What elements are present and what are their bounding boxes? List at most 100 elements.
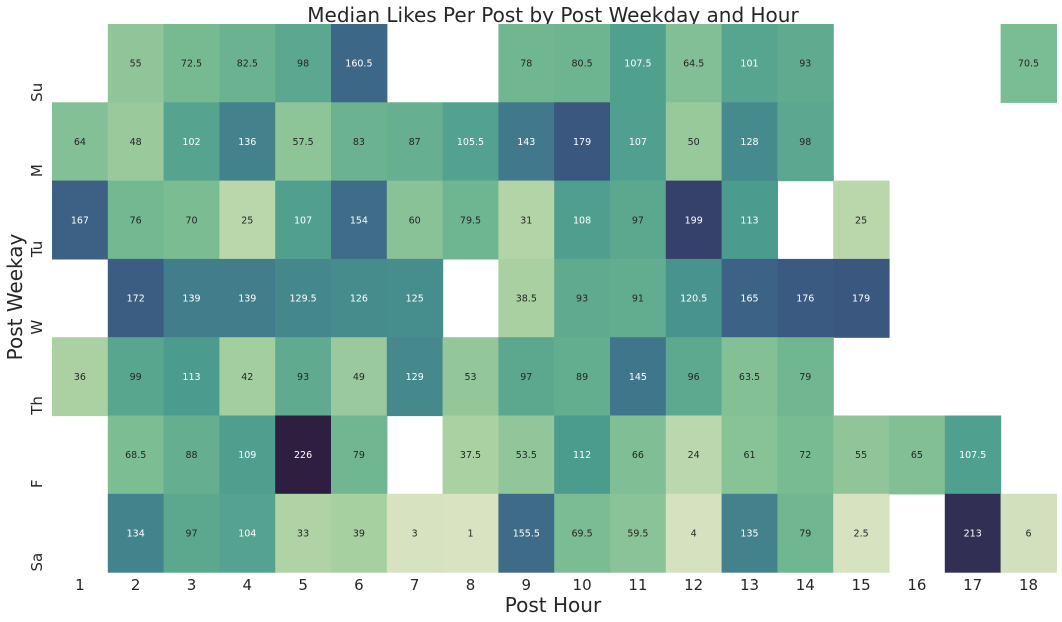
heatmap-cell bbox=[721, 24, 778, 103]
y-tick-label: Th bbox=[28, 396, 46, 416]
y-tick-label: Sa bbox=[28, 553, 46, 572]
cell-value-label: 1 bbox=[467, 528, 473, 539]
cell-value-label: 155.5 bbox=[513, 528, 540, 539]
cell-value-label: 38.5 bbox=[516, 294, 537, 305]
heatmap-cell bbox=[610, 415, 667, 495]
cell-value-label: 99 bbox=[130, 372, 142, 383]
heatmap-cell bbox=[554, 180, 611, 260]
y-tick-label: F bbox=[28, 479, 46, 488]
cell-value-label: 134 bbox=[127, 528, 145, 539]
cell-value-label: 78 bbox=[520, 59, 532, 70]
cell-value-label: 49 bbox=[353, 372, 365, 383]
heatmap-cell bbox=[275, 415, 332, 495]
heatmap-cell bbox=[386, 180, 444, 260]
cell-value-label: 107.5 bbox=[959, 450, 986, 461]
cell-value-label: 96 bbox=[688, 372, 700, 383]
heatmap-cell bbox=[498, 180, 555, 260]
cell-value-label: 80.5 bbox=[572, 59, 593, 70]
heatmap-cell bbox=[721, 493, 778, 573]
cell-value-label: 102 bbox=[182, 137, 200, 148]
heatmap-cell bbox=[610, 102, 667, 182]
heatmap-cell bbox=[721, 258, 778, 338]
cell-value-label: 93 bbox=[576, 294, 588, 305]
heatmap-cell bbox=[665, 258, 723, 338]
heatmap-cell bbox=[52, 180, 109, 260]
heatmap-cell bbox=[944, 415, 1002, 495]
heatmap-cell bbox=[163, 258, 220, 338]
cell-value-label: 6 bbox=[1025, 528, 1031, 539]
heatmap-cell bbox=[386, 493, 444, 573]
heatmap-cell bbox=[107, 102, 165, 182]
cell-value-label: 64.5 bbox=[683, 59, 704, 70]
cell-value-label: 93 bbox=[799, 59, 811, 70]
heatmap-cell bbox=[721, 102, 778, 182]
heatmap-cell bbox=[275, 493, 332, 573]
x-tick-label: 14 bbox=[796, 576, 815, 594]
heatmap-cell bbox=[219, 337, 276, 417]
heatmap-cell bbox=[163, 415, 220, 495]
cell-value-label: 79.5 bbox=[460, 215, 481, 226]
x-tick-label: 3 bbox=[187, 576, 197, 594]
heatmap-cell bbox=[1000, 493, 1057, 573]
cell-value-label: 4 bbox=[691, 528, 697, 539]
heatmap-cell bbox=[275, 102, 332, 182]
cell-value-label: 136 bbox=[238, 137, 256, 148]
heatmap-cell bbox=[554, 415, 611, 495]
cell-value-label: 120.5 bbox=[680, 294, 707, 305]
heatmap-cell bbox=[554, 24, 611, 103]
heatmap-cell bbox=[721, 180, 778, 260]
cell-value-label: 176 bbox=[796, 294, 814, 305]
cell-value-label: 165 bbox=[740, 294, 758, 305]
cell-value-label: 105.5 bbox=[457, 137, 484, 148]
cell-value-label: 65 bbox=[911, 450, 923, 461]
x-tick-label: 18 bbox=[1019, 576, 1038, 594]
x-axis-title: Post Hour bbox=[505, 593, 602, 617]
cell-value-label: 126 bbox=[350, 294, 368, 305]
heatmap-cell bbox=[498, 493, 555, 573]
cell-value-label: 63.5 bbox=[739, 372, 760, 383]
cell-value-label: 91 bbox=[632, 294, 644, 305]
heatmap-cell bbox=[610, 493, 667, 573]
cell-value-label: 25 bbox=[241, 215, 253, 226]
cell-value-label: 139 bbox=[182, 294, 200, 305]
cell-value-label: 179 bbox=[573, 137, 591, 148]
cell-value-label: 79 bbox=[799, 528, 811, 539]
heatmap-cell bbox=[442, 415, 499, 495]
heatmap-cell bbox=[665, 102, 723, 182]
cell-value-label: 108 bbox=[573, 215, 591, 226]
cell-value-label: 109 bbox=[238, 450, 256, 461]
cell-value-label: 55 bbox=[130, 59, 142, 70]
heatmap-cell bbox=[331, 493, 388, 573]
heatmap-cell bbox=[275, 24, 332, 103]
cell-value-label: 55 bbox=[855, 450, 867, 461]
cell-value-label: 145 bbox=[629, 372, 647, 383]
heatmap-cell bbox=[219, 415, 276, 495]
heatmap-cell bbox=[219, 24, 276, 103]
cell-value-label: 98 bbox=[297, 59, 309, 70]
cell-value-label: 24 bbox=[688, 450, 700, 461]
cell-value-label: 82.5 bbox=[237, 59, 258, 70]
cell-value-label: 2.5 bbox=[854, 528, 869, 539]
x-axis-ticks: 1 2 3 4 5 6 7 8 9 10 11 12 13 14 15 16 17 18 bbox=[75, 576, 1038, 594]
cell-value-label: 37.5 bbox=[460, 450, 481, 461]
cell-value-label: 3 bbox=[412, 528, 418, 539]
heatmap-cell bbox=[610, 337, 667, 417]
y-tick-label: W bbox=[28, 320, 46, 335]
heatmap-cell bbox=[107, 493, 165, 573]
heatmap-cell bbox=[219, 180, 276, 260]
y-tick-label: M bbox=[28, 164, 46, 177]
heatmap-cell bbox=[498, 102, 555, 182]
x-tick-label: 17 bbox=[963, 576, 982, 594]
cell-value-label: 129 bbox=[406, 372, 424, 383]
heatmap-cell bbox=[1000, 24, 1057, 103]
cell-value-label: 160.5 bbox=[345, 59, 372, 70]
cell-value-label: 139 bbox=[238, 294, 256, 305]
heatmap-cell bbox=[386, 102, 444, 182]
heatmap-cell bbox=[442, 180, 499, 260]
cell-value-label: 107 bbox=[294, 215, 312, 226]
heatmap-cell bbox=[331, 258, 388, 338]
cell-value-label: 39 bbox=[353, 528, 365, 539]
y-tick-label: Tu bbox=[28, 241, 46, 258]
cell-value-label: 128 bbox=[740, 137, 758, 148]
cell-value-label: 226 bbox=[294, 450, 312, 461]
